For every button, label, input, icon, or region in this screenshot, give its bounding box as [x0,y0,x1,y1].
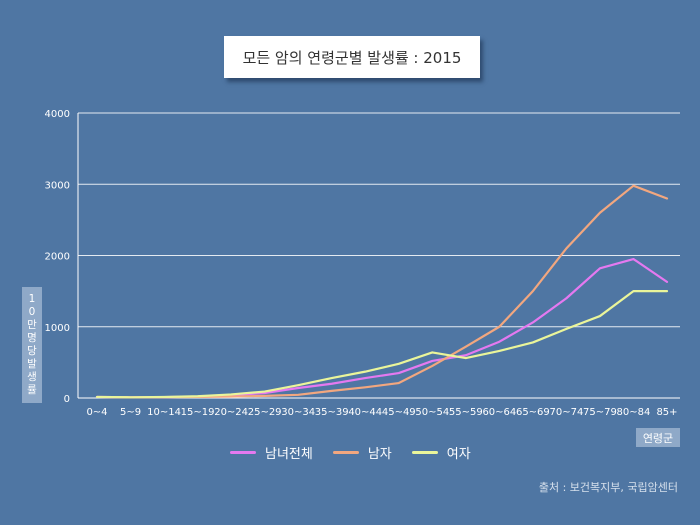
legend-item-male: 남자 [332,443,392,462]
chart-title: 모든 암의 연령군별 발생률 : 2015 [224,36,480,78]
x-tick-label: 20~24 [214,407,248,418]
x-axis-label: 연령군 [636,428,680,447]
x-tick-label: 15~19 [181,407,215,418]
legend-swatch-total [230,450,256,454]
x-tick-label: 85+ [656,407,677,418]
y-tick-label: 1000 [45,323,70,334]
chart-legend: 남녀전체 남자 여자 [230,442,491,462]
y-axis-label: 10만 명당 발생률 [22,287,42,403]
source-note: 출처 : 보건복지부, 국립암센터 [538,481,678,494]
legend-item-total: 남녀전체 [230,443,313,462]
series-line-1 [95,184,669,399]
x-tick-label: 45~49 [382,407,416,418]
x-tick-label: 35~39 [315,407,349,418]
x-tick-label: 55~59 [449,407,483,418]
y-tick-label: 2000 [45,252,70,263]
y-tick-label: 3000 [45,180,70,191]
y-tick-label: 0 [64,394,70,405]
series-line-0 [95,257,669,399]
x-tick-label: 0~4 [86,407,107,418]
x-tick-label: 40~44 [348,407,382,418]
x-tick-label: 65~69 [516,407,550,418]
legend-item-female: 여자 [411,443,471,462]
legend-label-male: 남자 [367,446,392,462]
legend-label-total: 남녀전체 [265,446,313,462]
x-tick-label: 75~79 [583,407,617,418]
series-line-2 [95,290,669,399]
x-tick-label: 10~14 [147,407,181,418]
legend-swatch-female [411,450,438,454]
legend-label-female: 여자 [446,446,471,462]
x-tick-label: 30~34 [281,407,315,418]
x-tick-label: 70~74 [549,407,583,418]
legend-swatch-male [332,450,359,454]
y-tick-label: 4000 [45,109,70,120]
x-tick-label: 5~9 [120,407,141,418]
x-tick-label: 60~64 [482,407,516,418]
x-tick-label: 50~54 [415,407,449,418]
x-tick-label: 25~29 [248,407,282,418]
x-tick-label: 80~84 [617,407,651,418]
